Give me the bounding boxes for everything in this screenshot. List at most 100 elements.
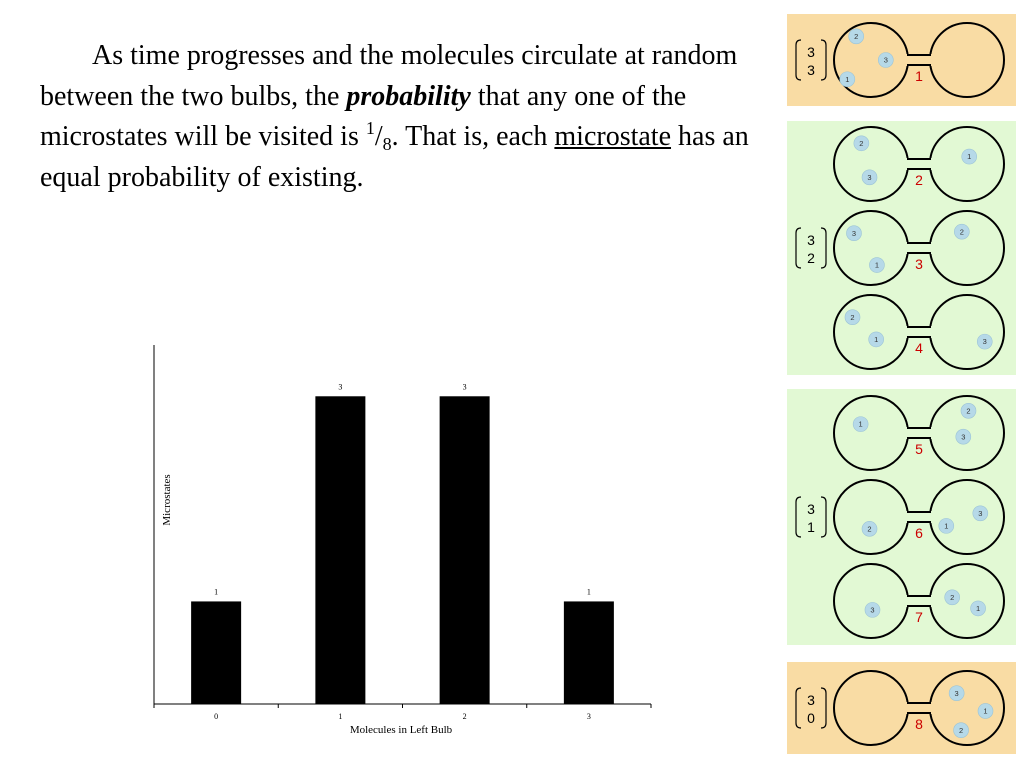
molecule-2: 2 [944, 589, 960, 606]
tube-mask [904, 595, 934, 607]
molecule-3: 3 [864, 602, 881, 618]
molecule-2: 2 [861, 521, 878, 537]
x-tick-label-1: 1 [338, 712, 342, 721]
microstate-6: 6 2 1 3 [833, 479, 1005, 555]
molecule-label: 2 [850, 313, 854, 322]
data-label-3: 1 [587, 587, 591, 596]
molecule-label: 1 [967, 152, 971, 161]
molecule-label: 2 [966, 406, 970, 415]
molecule-label: 2 [959, 726, 963, 735]
molecule-dot [953, 722, 969, 738]
bracket-left [795, 39, 802, 81]
fraction-denominator: 8 [382, 134, 392, 154]
molecule-label: 3 [870, 605, 874, 614]
molecule-label: 1 [875, 261, 879, 270]
explanation-paragraph: As time progresses and the molecules cir… [40, 36, 760, 198]
molecule-label: 3 [852, 229, 856, 238]
molecule-1: 1 [961, 148, 978, 165]
left-bulb-count: 1 [807, 519, 815, 535]
tube-mask [904, 158, 934, 170]
tube-mask [904, 242, 934, 254]
bar-3 [563, 601, 614, 704]
molecule-3: 3 [846, 225, 862, 241]
molecule-3: 3 [861, 169, 878, 186]
molecule-label: 2 [950, 593, 954, 602]
bar-2 [439, 396, 490, 704]
group-background [787, 14, 1016, 106]
microstate-number: 3 [915, 256, 923, 272]
molecule-dot [848, 28, 864, 45]
tube-mask [904, 702, 934, 714]
microstate-number: 7 [915, 609, 923, 625]
x-tick-label-0: 0 [214, 712, 218, 721]
molecule-dot [972, 505, 989, 522]
total-molecules: 3 [807, 692, 815, 708]
molecule-label: 1 [944, 521, 948, 530]
bar-0 [191, 601, 242, 704]
x-axis-label: Molecules in Left Bulb [350, 724, 453, 736]
total-molecules: 3 [807, 44, 815, 60]
tube-mask [904, 511, 934, 523]
molecule-dot [853, 135, 870, 152]
molecule-3: 3 [948, 685, 965, 702]
molecule-dot [864, 602, 881, 618]
molecule-dot [976, 333, 993, 350]
tube-mask [904, 427, 934, 439]
count-bracket: 32 [795, 227, 827, 269]
molecule-dot [944, 589, 960, 606]
fraction-slash: / [374, 121, 383, 152]
microstate-number: 8 [915, 716, 923, 732]
data-label-1: 3 [338, 382, 342, 391]
molecule-2: 2 [953, 722, 969, 738]
molecule-label: 3 [867, 173, 871, 182]
molecule-label: 3 [955, 689, 959, 698]
molecule-label: 3 [978, 509, 982, 518]
group-background [787, 121, 1016, 375]
molecule-1: 1 [868, 331, 884, 348]
left-bulb-count: 3 [807, 62, 815, 78]
bracket-right [820, 227, 827, 269]
molecule-dot [852, 416, 869, 432]
bracket-left [795, 227, 802, 269]
bracket-left [795, 496, 802, 538]
x-tick-label-3: 3 [587, 712, 591, 721]
tube-mask [904, 54, 934, 66]
bracket-left [795, 687, 802, 729]
microstate-8: 8 3 1 2 [833, 670, 1005, 746]
molecule-dot [844, 309, 861, 325]
molecule-label: 2 [854, 32, 858, 41]
microstate-number: 2 [915, 172, 923, 188]
microstate-number: 5 [915, 441, 923, 457]
microstate-1: 1 2 3 1 [833, 22, 1005, 98]
molecule-dot [861, 521, 878, 537]
molecule-label: 1 [845, 75, 849, 84]
molecule-dot [970, 600, 986, 617]
molecule-label: 2 [960, 227, 964, 236]
molecule-dot [977, 703, 994, 719]
molecule-2: 2 [954, 223, 970, 240]
x-tick-label-2: 2 [463, 712, 467, 721]
molecule-2: 2 [848, 28, 864, 45]
molecule-2: 2 [853, 135, 870, 152]
microstates-bar-chart: 1 0 3 1 3 2 1 3 Microstates Molecules in Left B… [153, 345, 652, 736]
molecule-dot [961, 148, 978, 165]
total-molecules: 3 [807, 232, 815, 248]
molecule-1: 1 [839, 71, 856, 88]
microstate-7: 7 3 2 1 [833, 563, 1005, 639]
molecule-label: 3 [884, 56, 888, 65]
data-label-2: 3 [463, 382, 467, 391]
molecule-1: 1 [938, 518, 955, 534]
paragraph-text-1: As time progresses and the molecules cir… [40, 40, 738, 112]
paragraph-text-3: . That is, each [391, 121, 555, 152]
group-background [787, 662, 1016, 754]
molecule-1: 1 [852, 416, 869, 432]
molecule-dot [861, 169, 878, 186]
microstate-2: 2 2 3 1 [833, 126, 1005, 202]
bracket-right [820, 687, 827, 729]
fraction-numerator: 1 [365, 118, 375, 138]
left-bulb-count: 0 [807, 710, 815, 726]
y-axis-label: Microstates [161, 474, 173, 525]
